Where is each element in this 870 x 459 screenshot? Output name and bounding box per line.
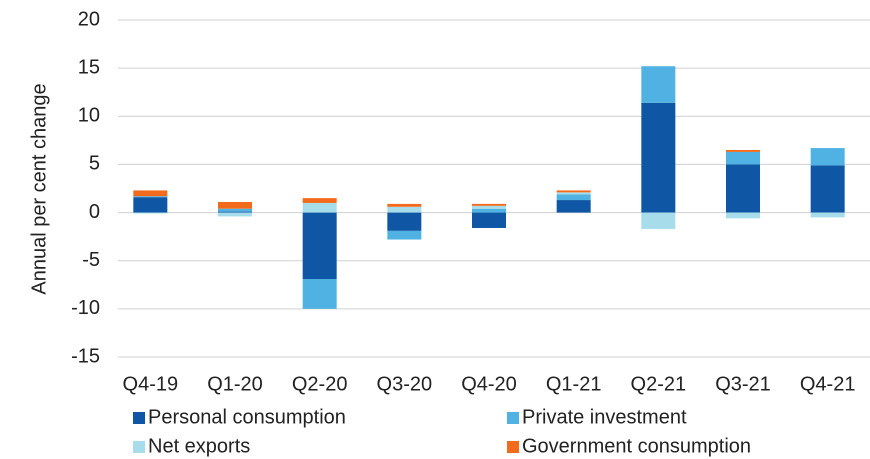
bar-segment [302, 212, 337, 280]
bar-segment [726, 212, 760, 219]
bar-segment [218, 212, 252, 217]
y-tick-label: -10 [71, 297, 100, 319]
bar-segment [133, 212, 168, 214]
legend-label: Net exports [148, 435, 250, 457]
bar-segment [641, 66, 676, 103]
bar-segment [556, 192, 591, 195]
bar-segment [218, 201, 252, 209]
y-tick-label: 20 [78, 8, 100, 30]
bar-segment [133, 196, 168, 198]
x-tick-label: Q1-20 [207, 373, 263, 395]
bar-segment [810, 165, 845, 213]
x-tick-label: Q2-20 [292, 373, 348, 395]
bar-segment [641, 102, 676, 213]
bar-segment [133, 190, 168, 197]
bar-segment [726, 164, 760, 213]
y-tick-label: 5 [89, 153, 100, 175]
bar-segment [810, 148, 845, 166]
x-tick-label: Q2-21 [631, 373, 687, 395]
bar-segment [472, 203, 506, 206]
x-tick-label: Q4-21 [800, 373, 856, 395]
bar-segment [472, 205, 506, 209]
y-tick-label: -15 [71, 345, 100, 367]
x-tick-label: Q4-20 [461, 373, 517, 395]
bar-segment [387, 212, 422, 231]
legend-label: Government consumption [522, 435, 751, 457]
bar-segment [133, 197, 168, 213]
y-axis-label: Annual per cent change [28, 83, 50, 294]
bar-segment [810, 212, 845, 218]
bar-segment [472, 208, 506, 213]
x-tick-label: Q1-21 [546, 373, 602, 395]
bar-segment [387, 206, 422, 213]
bar-segment [387, 230, 422, 240]
legend-label: Personal consumption [148, 406, 346, 428]
legend-swatch [133, 412, 145, 424]
y-tick-label: -5 [82, 249, 100, 271]
legend-swatch [507, 412, 519, 424]
bar-segment [726, 151, 760, 165]
bar-segment [302, 202, 337, 213]
bar-segment [302, 279, 337, 309]
y-tick-label: 10 [78, 105, 100, 127]
x-tick-label: Q3-20 [377, 373, 433, 395]
legend-swatch [133, 441, 145, 453]
bar-segment [641, 212, 676, 229]
bar-segment [218, 211, 252, 213]
bar-segment [302, 198, 337, 203]
x-tick-label: Q3-21 [715, 373, 771, 395]
bar-segment [726, 149, 760, 152]
bar-segment [472, 212, 506, 228]
bar-segment [218, 208, 252, 212]
y-tick-label: 15 [78, 56, 100, 78]
bar-segment [556, 190, 591, 193]
bar-segment [556, 194, 591, 201]
legend-label: Private investment [522, 406, 687, 428]
x-tick-label: Q4-19 [123, 373, 179, 395]
bar-segment [387, 203, 422, 207]
legend-swatch [507, 441, 519, 453]
y-tick-label: 0 [89, 201, 100, 223]
bar-segment [556, 200, 591, 213]
